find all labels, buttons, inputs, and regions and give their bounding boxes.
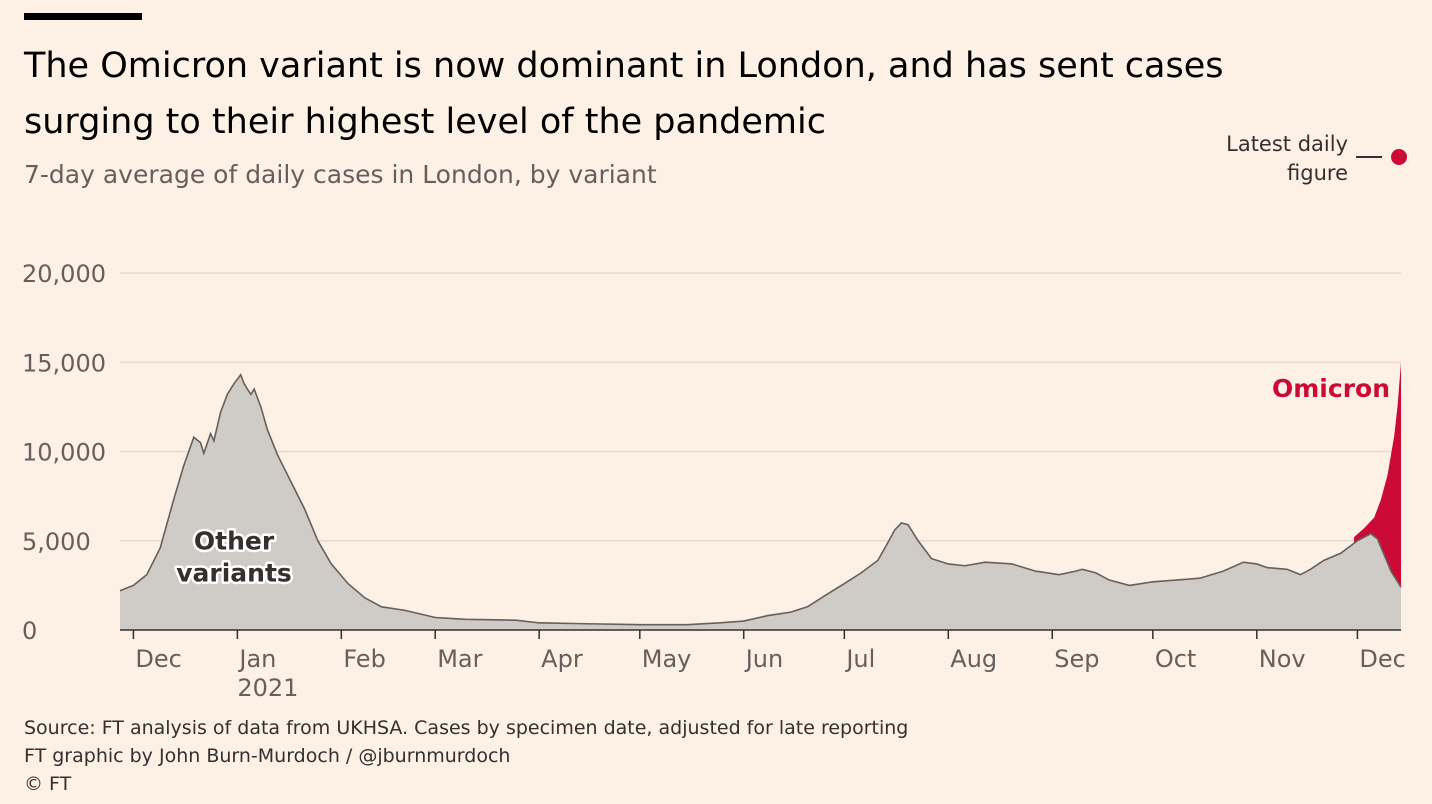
x-tick-label: Nov (1259, 645, 1306, 673)
other-variants-label-line1: Other (194, 527, 275, 556)
y-tick-label: 15,000 (22, 349, 106, 377)
source-note: Source: FT analysis of data from UKHSA. … (24, 717, 909, 739)
y-tick-label: 0 (22, 617, 37, 645)
x-tick-label: Sep (1054, 645, 1099, 673)
chart-subtitle: 7-day average of daily cases in London, … (24, 160, 657, 189)
x-tick-label: Feb (343, 645, 386, 673)
x-tick-label: Jul (844, 645, 875, 673)
x-tick-label: Mar (437, 645, 482, 673)
x-tick-label: Dec (135, 645, 181, 673)
y-tick-label: 10,000 (22, 439, 106, 467)
top-rule (24, 13, 142, 20)
other-variants-label-line2: variants (176, 559, 292, 588)
y-tick-label: 5,000 (22, 528, 91, 556)
x-tick-label: Jun (744, 645, 784, 673)
x-tick-sublabel: 2021 (237, 674, 298, 702)
x-tick-label: Apr (541, 645, 583, 673)
other-variants-line (119, 373, 1402, 626)
x-tick-label: Dec (1359, 645, 1405, 673)
x-tick-label: May (642, 645, 692, 673)
copyright-note: © FT (24, 773, 72, 795)
latest-daily-legend-line (1356, 156, 1382, 158)
footer: Source: FT analysis of data from UKHSA. … (24, 714, 908, 798)
latest-daily-label-line1: Latest daily (1226, 132, 1348, 156)
omicron-area (1354, 362, 1401, 588)
x-tick-label: Aug (950, 645, 997, 673)
omicron-label: Omicron (1272, 374, 1390, 403)
y-tick-label: 20,000 (22, 260, 106, 288)
credit-note: FT graphic by John Burn-Murdoch / @jburn… (24, 745, 511, 767)
chart-title: The Omicron variant is now dominant in L… (24, 46, 1224, 142)
latest-daily-legend-dot (1391, 149, 1407, 165)
latest-daily-label-line2: figure (1287, 161, 1348, 185)
other-variants-area (120, 374, 1401, 630)
latest-daily-legend: Latest daily figure (1168, 130, 1348, 188)
x-tick-label: Oct (1155, 645, 1197, 673)
x-tick-label: Jan (237, 645, 276, 673)
